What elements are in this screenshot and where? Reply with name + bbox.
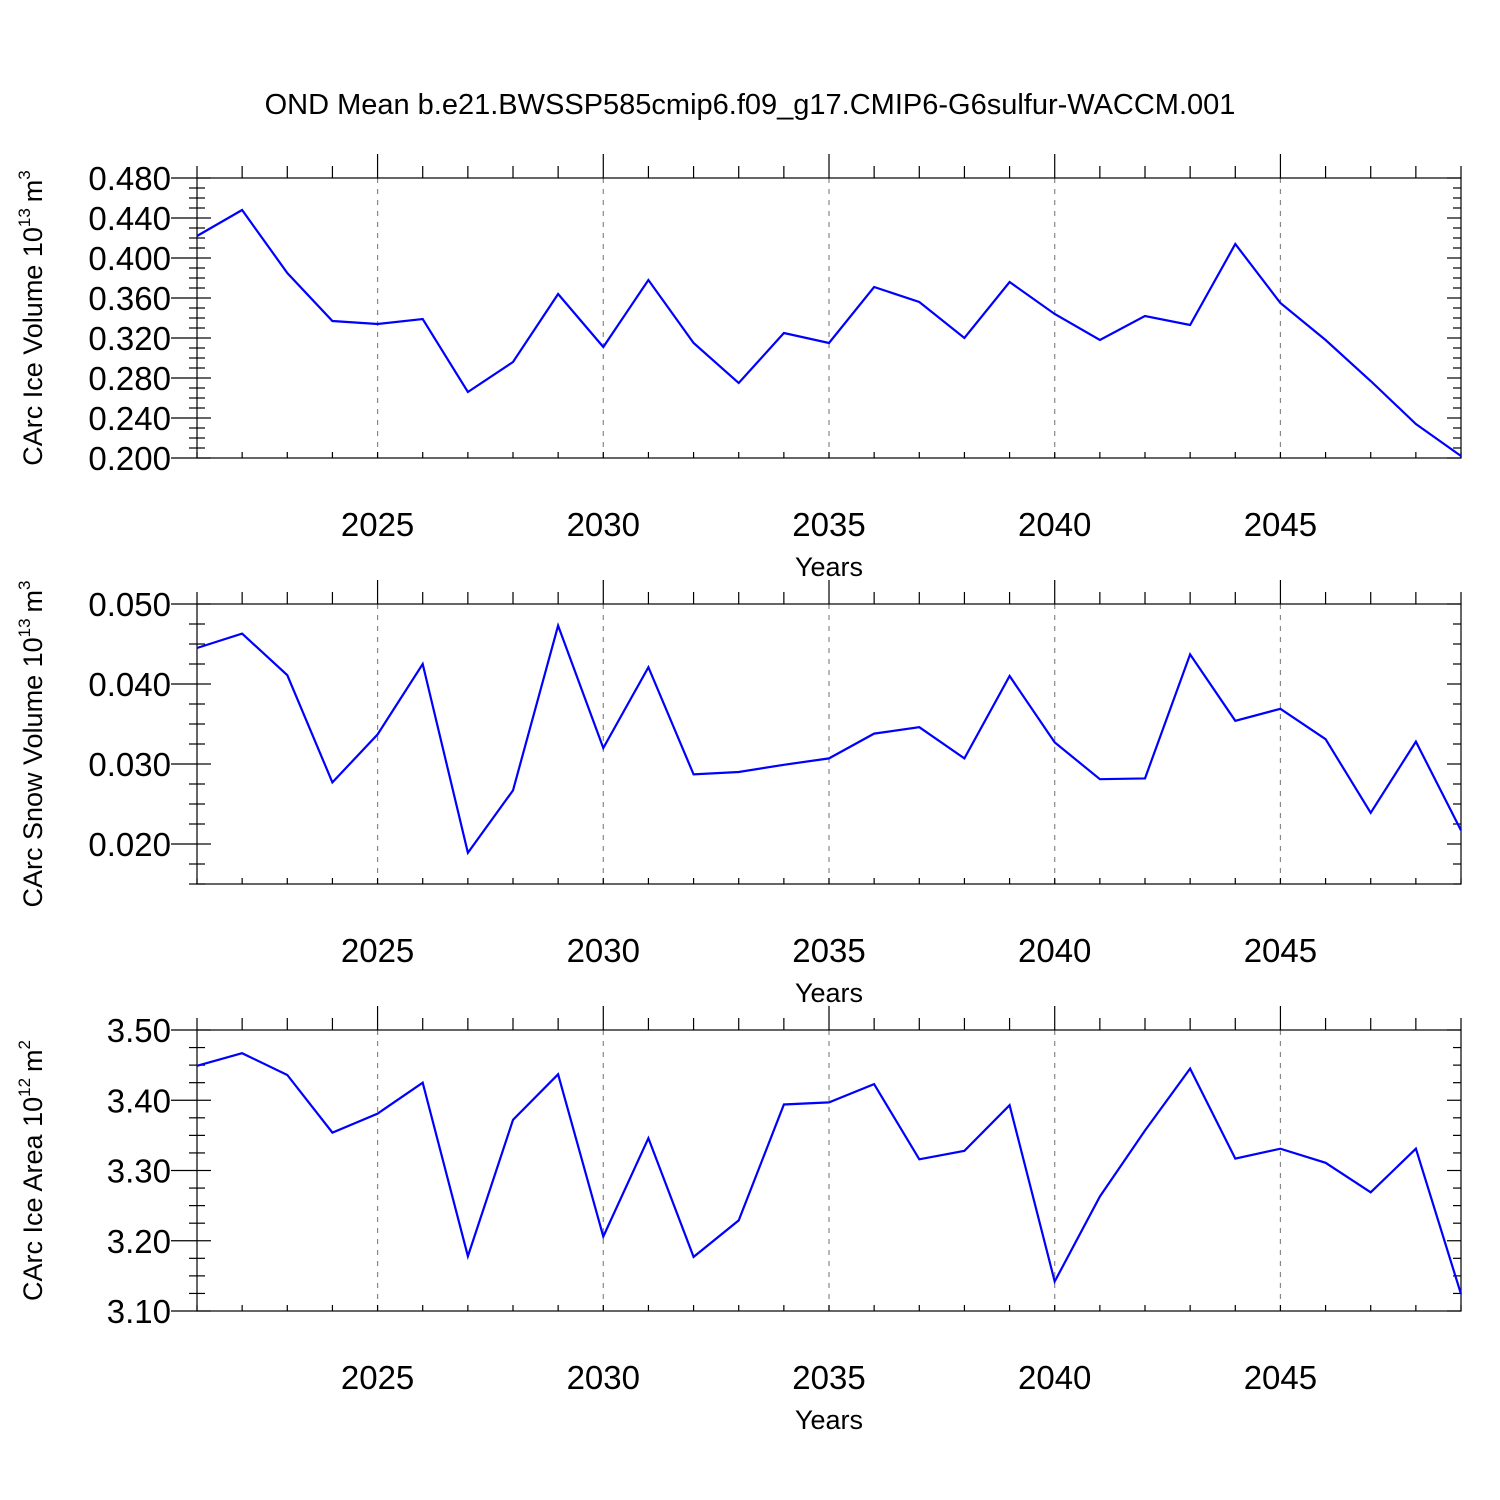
y-tick-label-1: 0.240 [88,400,171,437]
x-tick-label-2025: 2025 [341,506,414,543]
x-tick-label-2040: 2040 [1018,932,1091,969]
x-tick-label-2030: 2030 [567,506,640,543]
y-tick-label-4: 3.50 [107,1012,171,1049]
y-tick-label-2: 0.040 [88,666,171,703]
x-tick-label-2030: 2030 [567,1359,640,1396]
series-line-3 [196,1052,1463,1295]
y-axis-title-unit: m [18,1049,48,1072]
x-tick-label-2045: 2045 [1244,932,1317,969]
panel-3: 2025 2030 2035 2040 2045 3.10 3.20 3.30 3.40 3.50… [15,1006,1463,1435]
x-tick-label-2025: 2025 [341,932,414,969]
y-axis-title-exponent: 13 [15,208,34,227]
y-tick-label-0: 3.10 [107,1293,171,1330]
y-axis-title-prefix: CArc Snow Volume 10 [18,637,48,907]
y-axis-title-unit-exponent: 3 [15,580,34,589]
panels: 2025 2030 2035 2040 2045 0.2000.2400.2800.320… [15,154,1463,1435]
series-line-2 [196,622,1462,856]
y-tick-label-2: 0.280 [88,360,171,397]
y-axis-title-prefix: CArc Ice Volume 10 [18,227,48,466]
y-tick-label-5: 0.400 [88,240,171,277]
y-axis-title-prefix: CArc Ice Area 10 [18,1097,48,1301]
y-tick-label-4: 0.360 [88,280,171,317]
y-axis-title-exponent: 12 [15,1078,34,1097]
y-tick-label-1: 0.030 [88,746,171,783]
x-axis-title: Years [795,1405,863,1435]
y-tick-label-1: 3.20 [107,1223,171,1260]
x-tick-label-2030: 2030 [567,932,640,969]
x-tick-label-2025: 2025 [341,1359,414,1396]
x-tick-label-2035: 2035 [792,506,865,543]
y-axis-title: CArc Ice Area 1012 m2 [15,1040,48,1301]
x-tick-label-2040: 2040 [1018,1359,1091,1396]
y-tick-label-7: 0.480 [88,160,171,197]
plot-frame [196,603,1462,885]
x-tick-label-2045: 2045 [1244,506,1317,543]
y-tick-label-0: 0.020 [88,826,171,863]
y-tick-label-3: 0.320 [88,320,171,357]
y-tick-label-3: 3.40 [107,1082,171,1119]
x-tick-label-2035: 2035 [792,1359,865,1396]
y-tick-label-0: 0.200 [88,440,171,477]
y-axis-title-unit-exponent: 2 [15,1040,34,1049]
y-axis-title-exponent: 13 [15,618,34,637]
plot-frame [196,177,1462,459]
y-axis-title: CArc Ice Volume 1013 m3 [15,170,48,466]
y-tick-label-2: 3.30 [107,1153,171,1190]
y-axis-title-unit: m [18,590,48,613]
x-tick-label-2040: 2040 [1018,506,1091,543]
y-tick-label-3: 0.050 [88,586,171,623]
y-tick-label-6: 0.440 [88,200,171,237]
y-axis-title-unit: m [18,180,48,203]
y-axis-title-unit-exponent: 3 [15,170,34,179]
series-line-1 [196,208,1462,457]
x-axis-title: Years [795,978,863,1008]
x-tick-label-2045: 2045 [1244,1359,1317,1396]
x-tick-label-2035: 2035 [792,932,865,969]
panel-1: 2025 2030 2035 2040 2045 0.2000.2400.2800.320… [15,154,1462,582]
plot-frame [196,1029,1462,1312]
panel-2: 2025 2030 2035 2040 2045 0.020 0.030 0.040 0.050… [15,580,1462,1008]
x-axis-title: Years [795,552,863,582]
figure-title: OND Mean b.e21.BWSSP585cmip6.f09_g17.CMI… [265,89,1236,121]
y-axis-title: CArc Snow Volume 1013 m3 [15,580,48,907]
